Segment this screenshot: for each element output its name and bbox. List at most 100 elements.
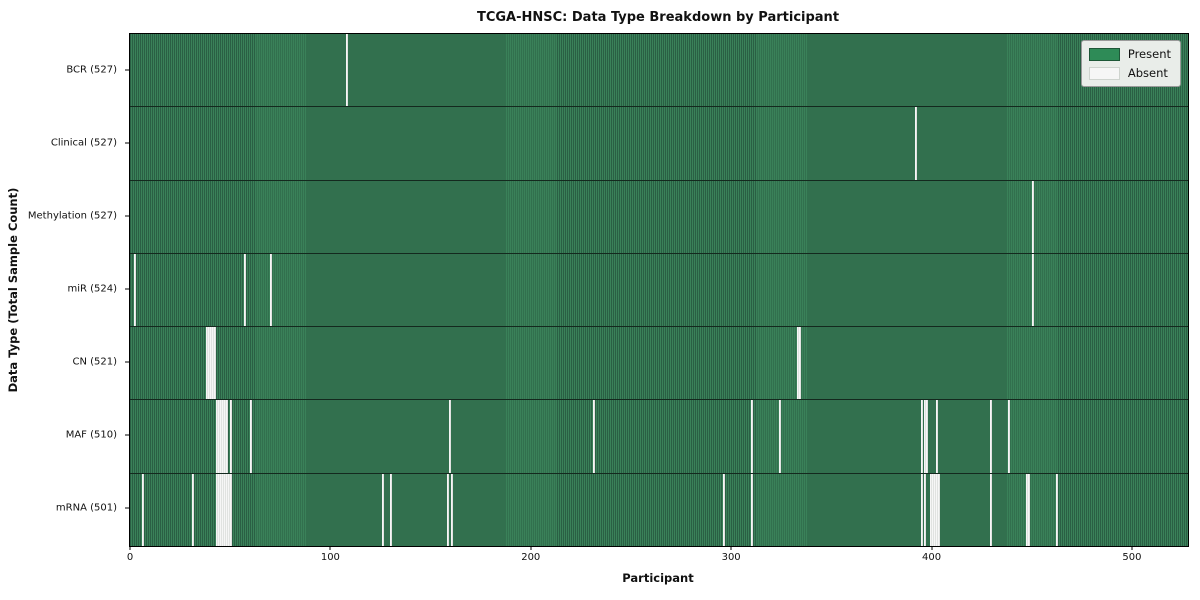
absent-swatch-icon bbox=[1088, 66, 1120, 80]
absent-stripe bbox=[1055, 473, 1058, 546]
absent-stripe bbox=[923, 473, 926, 546]
absent-stripe bbox=[989, 473, 992, 546]
x-tick-mark bbox=[730, 546, 732, 550]
absent-stripe bbox=[390, 473, 393, 546]
heatmap-row-mir bbox=[130, 253, 1188, 328]
absent-stripe bbox=[218, 400, 221, 473]
legend-label-present: Present bbox=[1127, 47, 1171, 61]
absent-stripe bbox=[216, 400, 219, 473]
y-tick-label: CN (521) bbox=[72, 356, 117, 368]
absent-stripe bbox=[226, 400, 229, 473]
absent-stripe bbox=[382, 473, 385, 546]
absent-stripe bbox=[446, 473, 449, 546]
x-tick-label: 0 bbox=[126, 552, 134, 563]
y-tick-mark bbox=[125, 142, 129, 144]
absent-stripe bbox=[448, 400, 451, 473]
absent-stripe bbox=[751, 400, 754, 473]
absent-stripe bbox=[230, 473, 233, 546]
legend: Present Absent bbox=[1080, 40, 1181, 87]
absent-stripe bbox=[799, 327, 802, 400]
absent-stripe bbox=[592, 400, 595, 473]
legend-item-present: Present bbox=[1088, 47, 1171, 61]
absent-stripe bbox=[134, 253, 136, 327]
heatmap-row-bcr bbox=[130, 34, 1188, 108]
absent-stripe bbox=[220, 400, 223, 473]
y-tick-mark bbox=[125, 69, 129, 71]
x-tick-label: 100 bbox=[320, 552, 340, 563]
absent-stripe bbox=[206, 327, 209, 400]
absent-stripe bbox=[1025, 473, 1028, 546]
x-tick-mark bbox=[530, 546, 532, 550]
absent-stripe bbox=[929, 473, 932, 546]
present-swatch-icon bbox=[1088, 47, 1120, 61]
x-tick-label: 500 bbox=[1122, 552, 1142, 563]
absent-stripe bbox=[779, 400, 782, 473]
absent-stripe bbox=[218, 473, 221, 546]
absent-stripe bbox=[270, 253, 273, 327]
absent-stripe bbox=[989, 400, 992, 473]
x-axis: 0 100 200 300 400 500 bbox=[126, 546, 1187, 568]
heatmap-row-maf bbox=[130, 400, 1188, 474]
legend-label-absent: Absent bbox=[1127, 66, 1168, 80]
absent-stripe bbox=[228, 473, 231, 546]
absent-stripe bbox=[216, 473, 219, 546]
absent-stripe bbox=[1007, 400, 1010, 473]
y-tick-mark bbox=[125, 434, 129, 436]
absent-stripe bbox=[192, 473, 195, 546]
absent-stripe bbox=[1027, 473, 1030, 546]
absent-stripe bbox=[723, 473, 726, 546]
heatmap-row-mrna bbox=[130, 473, 1188, 546]
absent-stripe bbox=[931, 473, 934, 546]
y-tick-label: mRNA (501) bbox=[55, 502, 117, 514]
x-axis-title: Participant bbox=[622, 571, 694, 585]
absent-stripe bbox=[212, 327, 215, 400]
x-tick-mark bbox=[329, 546, 331, 550]
absent-stripe bbox=[224, 400, 227, 473]
y-tick-label: miR (524) bbox=[67, 283, 117, 295]
absent-stripe bbox=[923, 400, 926, 473]
absent-stripe bbox=[925, 400, 928, 473]
absent-stripe bbox=[915, 107, 918, 180]
legend-item-absent: Absent bbox=[1088, 66, 1171, 80]
y-tick-label: BCR (527) bbox=[66, 64, 117, 76]
absent-stripe bbox=[222, 473, 225, 546]
absent-stripe bbox=[921, 473, 924, 546]
x-tick-label: 300 bbox=[721, 552, 741, 563]
absent-stripe bbox=[214, 327, 217, 400]
x-tick-mark bbox=[129, 546, 131, 550]
absent-stripe bbox=[797, 327, 800, 400]
absent-stripe bbox=[244, 253, 247, 327]
y-tick-mark bbox=[125, 361, 129, 363]
absent-stripe bbox=[210, 327, 213, 400]
x-tick-mark bbox=[1131, 546, 1133, 550]
absent-stripe bbox=[224, 473, 227, 546]
absent-stripe bbox=[250, 400, 253, 473]
x-tick-label: 400 bbox=[921, 552, 942, 563]
absent-stripe bbox=[222, 400, 225, 473]
absent-stripe bbox=[208, 327, 211, 400]
chart-title: TCGA-HNSC: Data Type Breakdown by Partic… bbox=[476, 10, 840, 25]
absent-stripe bbox=[933, 473, 936, 546]
absent-stripe bbox=[230, 400, 233, 473]
y-tick-label: MAF (510) bbox=[65, 429, 117, 441]
absent-stripe bbox=[751, 473, 754, 546]
y-axis: BCR (527) Clinical (527) Methylation (527)… bbox=[0, 33, 129, 545]
absent-stripe bbox=[450, 473, 453, 546]
absent-stripe bbox=[346, 34, 349, 107]
absent-stripe bbox=[1031, 180, 1034, 253]
absent-stripe bbox=[142, 473, 145, 546]
heatmap-row-methylation bbox=[130, 180, 1188, 254]
x-tick-mark bbox=[931, 546, 933, 550]
heatmap-row-cn bbox=[130, 327, 1188, 401]
absent-stripe bbox=[220, 473, 223, 546]
absent-stripe bbox=[1031, 253, 1034, 327]
y-tick-mark bbox=[125, 288, 129, 290]
y-tick-label: Clinical (527) bbox=[50, 137, 117, 149]
absent-stripe bbox=[226, 473, 229, 546]
plot-area bbox=[129, 33, 1189, 547]
y-tick-label: Methylation (527) bbox=[27, 210, 117, 222]
absent-stripe bbox=[937, 473, 940, 546]
absent-stripe bbox=[921, 400, 924, 473]
y-tick-mark bbox=[125, 507, 129, 509]
